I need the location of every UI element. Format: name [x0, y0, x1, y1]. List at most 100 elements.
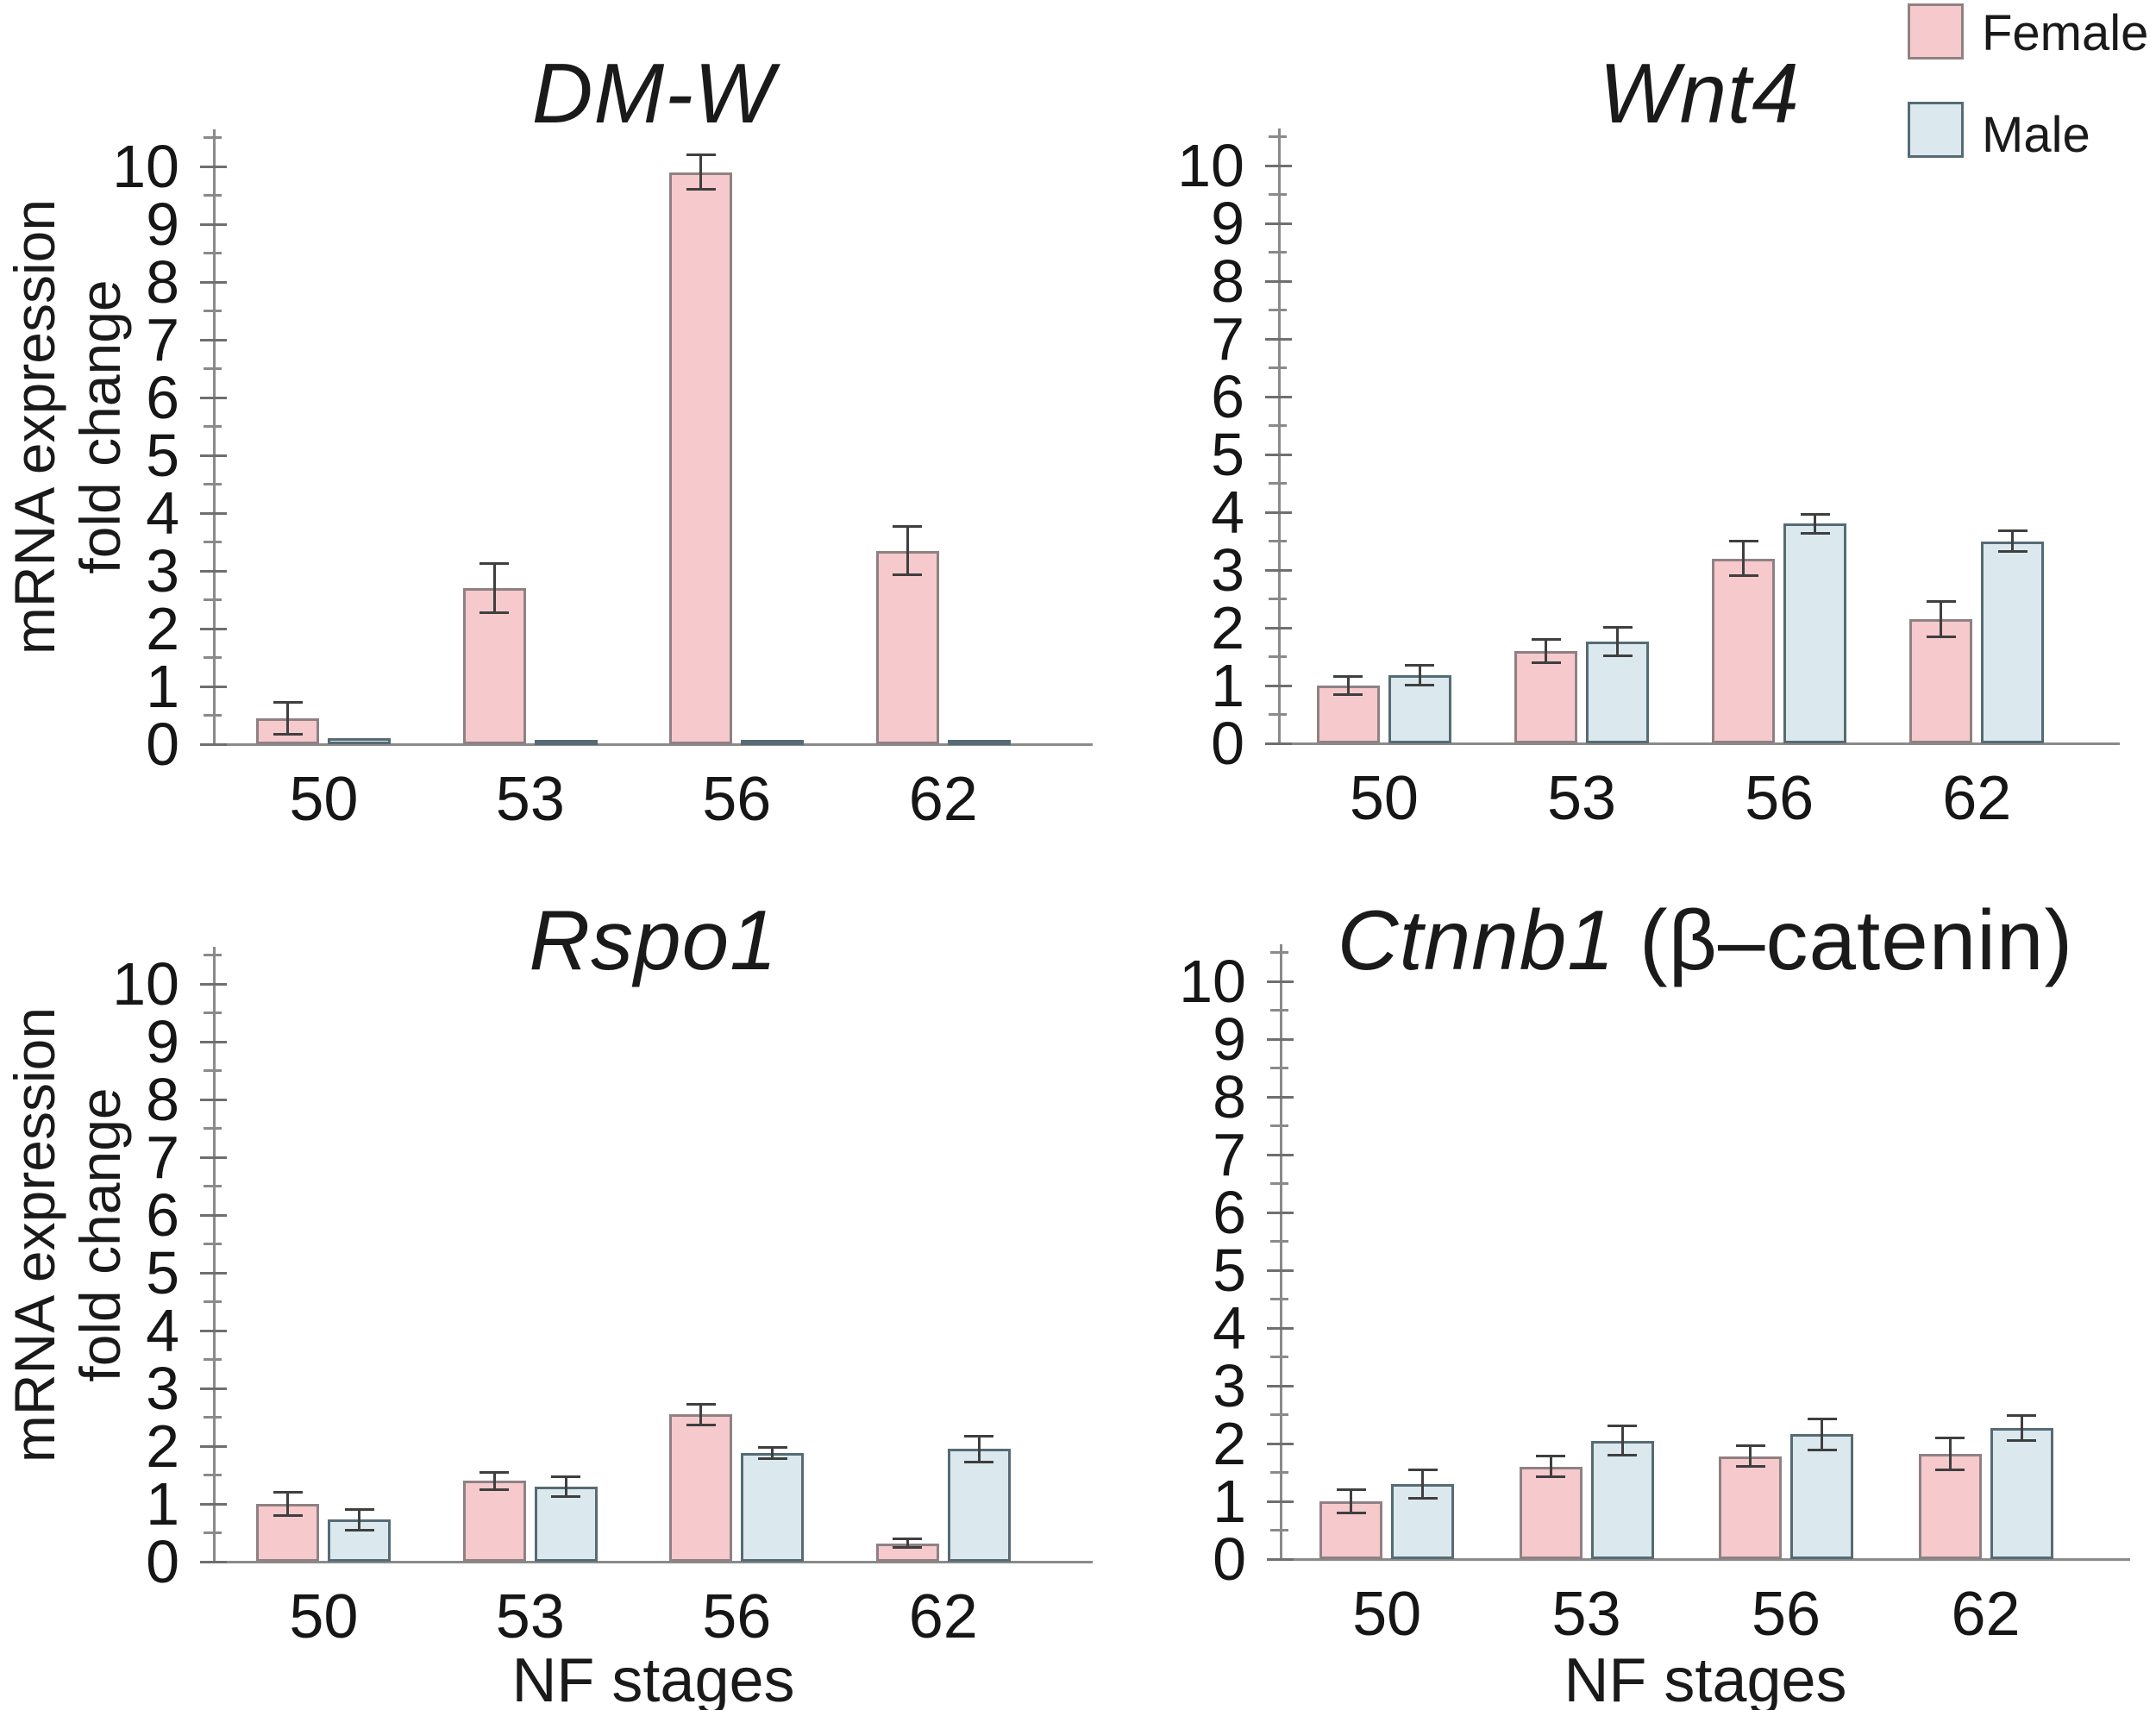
x-tick-label: 56 — [702, 765, 772, 834]
y-tick-major — [200, 1040, 227, 1043]
x-tick-label: 62 — [908, 1582, 978, 1651]
x-tick-label: 53 — [1551, 1580, 1621, 1649]
y-tick-major — [1267, 1211, 1294, 1214]
y-tick-major — [1265, 510, 1292, 514]
y-tick-minor — [204, 1012, 222, 1014]
error-cap-bottom — [1800, 531, 1830, 535]
error-bar-line — [906, 1538, 909, 1548]
bar-female-56 — [1719, 1456, 1783, 1559]
y-tick-major — [1267, 1557, 1294, 1561]
y-tick-major — [200, 165, 227, 168]
error-cap-top — [1935, 1437, 1965, 1440]
y-tick-label: 10 — [112, 950, 179, 1018]
y-tick-label: 10 — [1177, 132, 1244, 199]
y-tick-minor — [1270, 1124, 1288, 1127]
x-tick-label: 50 — [289, 1582, 359, 1651]
y-tick-major — [200, 511, 227, 515]
y-tick-major — [200, 1502, 227, 1506]
error-cap-bottom — [1997, 550, 2028, 554]
error-cap-bottom — [1807, 1448, 1837, 1451]
y-tick-label: 0 — [146, 1528, 179, 1595]
x-tick-label: 62 — [1942, 764, 2012, 833]
error-cap-top — [551, 1475, 581, 1478]
x-axis — [214, 742, 1093, 746]
error-cap-bottom — [273, 1513, 303, 1517]
error-bar-line — [1940, 601, 1943, 637]
y-tick-minor — [204, 483, 222, 485]
error-bar-line — [699, 1404, 703, 1425]
x-tick-label: 50 — [1349, 764, 1419, 833]
error-cap-top — [686, 1402, 716, 1406]
panel-title-wnt4: Wnt4 — [1279, 45, 2120, 142]
error-cap-bottom — [1536, 1475, 1566, 1479]
y-tick-major — [200, 1329, 227, 1332]
x-tick-label: 53 — [495, 765, 565, 834]
y-tick-major — [1265, 453, 1292, 456]
error-cap-top — [1531, 637, 1561, 641]
y-tick-major — [200, 454, 227, 457]
y-tick-label: 2 — [146, 1412, 179, 1480]
error-cap-top — [273, 700, 303, 704]
error-cap-top — [1608, 1425, 1638, 1428]
y-tick-minor — [204, 310, 222, 312]
y-tick-label: 3 — [146, 537, 179, 604]
error-cap-bottom — [479, 611, 510, 615]
bar-male-53 — [1590, 1440, 1654, 1559]
error-cap-top — [1807, 1417, 1837, 1420]
error-cap-bottom — [551, 1494, 581, 1498]
x-tick-label: 53 — [495, 1582, 565, 1651]
error-bar-line — [771, 1447, 774, 1459]
y-tick-minor — [204, 252, 222, 254]
y-tick-minor — [1270, 1298, 1288, 1300]
y-tick-label: 9 — [146, 1008, 179, 1075]
error-cap-top — [1602, 625, 1633, 629]
y-tick-minor — [204, 1474, 222, 1476]
y-axis — [1277, 128, 1281, 743]
error-bar-line — [358, 1509, 361, 1531]
error-cap-top — [686, 153, 716, 157]
y-axis — [1279, 943, 1282, 1559]
error-bar-line — [564, 1476, 567, 1497]
y-tick-major — [200, 222, 227, 226]
error-cap-bottom — [686, 188, 716, 191]
error-cap-bottom — [1407, 1497, 1438, 1500]
y-tick-label: 1 — [146, 653, 179, 720]
error-bar-line — [492, 1472, 496, 1490]
y-tick-label: 1 — [1213, 1468, 1246, 1535]
y-tick-major — [200, 1213, 227, 1217]
error-cap-bottom — [1336, 1511, 1366, 1514]
error-bar-line — [1545, 639, 1547, 663]
y-tick-minor — [204, 136, 222, 139]
error-cap-top — [1997, 529, 2028, 532]
y-tick-label: 9 — [1211, 190, 1244, 257]
y-tick-minor — [204, 1416, 222, 1419]
error-cap-bottom — [273, 733, 303, 736]
y-tick-minor — [1269, 713, 1287, 716]
y-tick-major — [200, 685, 227, 688]
y-tick-major — [200, 1387, 227, 1390]
y-tick-minor — [204, 541, 222, 543]
y-tick-major — [200, 627, 227, 630]
bar-male-56 — [1783, 523, 1847, 743]
error-cap-bottom — [1608, 1453, 1638, 1456]
y-tick-minor — [1269, 655, 1287, 658]
error-cap-bottom — [1728, 574, 1758, 578]
bar-male-53 — [534, 739, 598, 745]
y-tick-label: 2 — [1211, 594, 1244, 661]
y-tick-minor — [1270, 1240, 1288, 1243]
y-tick-label: 8 — [1213, 1063, 1246, 1131]
y-tick-minor — [1270, 1471, 1288, 1474]
y-tick-minor — [204, 1127, 222, 1130]
y-tick-minor — [204, 656, 222, 659]
error-cap-bottom — [757, 1457, 787, 1461]
y-tick-minor — [204, 194, 222, 197]
y-tick-major — [1265, 568, 1292, 572]
y-tick-label: 7 — [1211, 305, 1244, 373]
y-tick-label: 6 — [1213, 1179, 1246, 1246]
y-tick-major — [200, 1156, 227, 1159]
legend-swatch-female — [1908, 3, 1964, 60]
y-tick-label: 5 — [1211, 421, 1244, 488]
bar-male-53 — [534, 1486, 598, 1562]
y-tick-major — [1265, 164, 1292, 167]
